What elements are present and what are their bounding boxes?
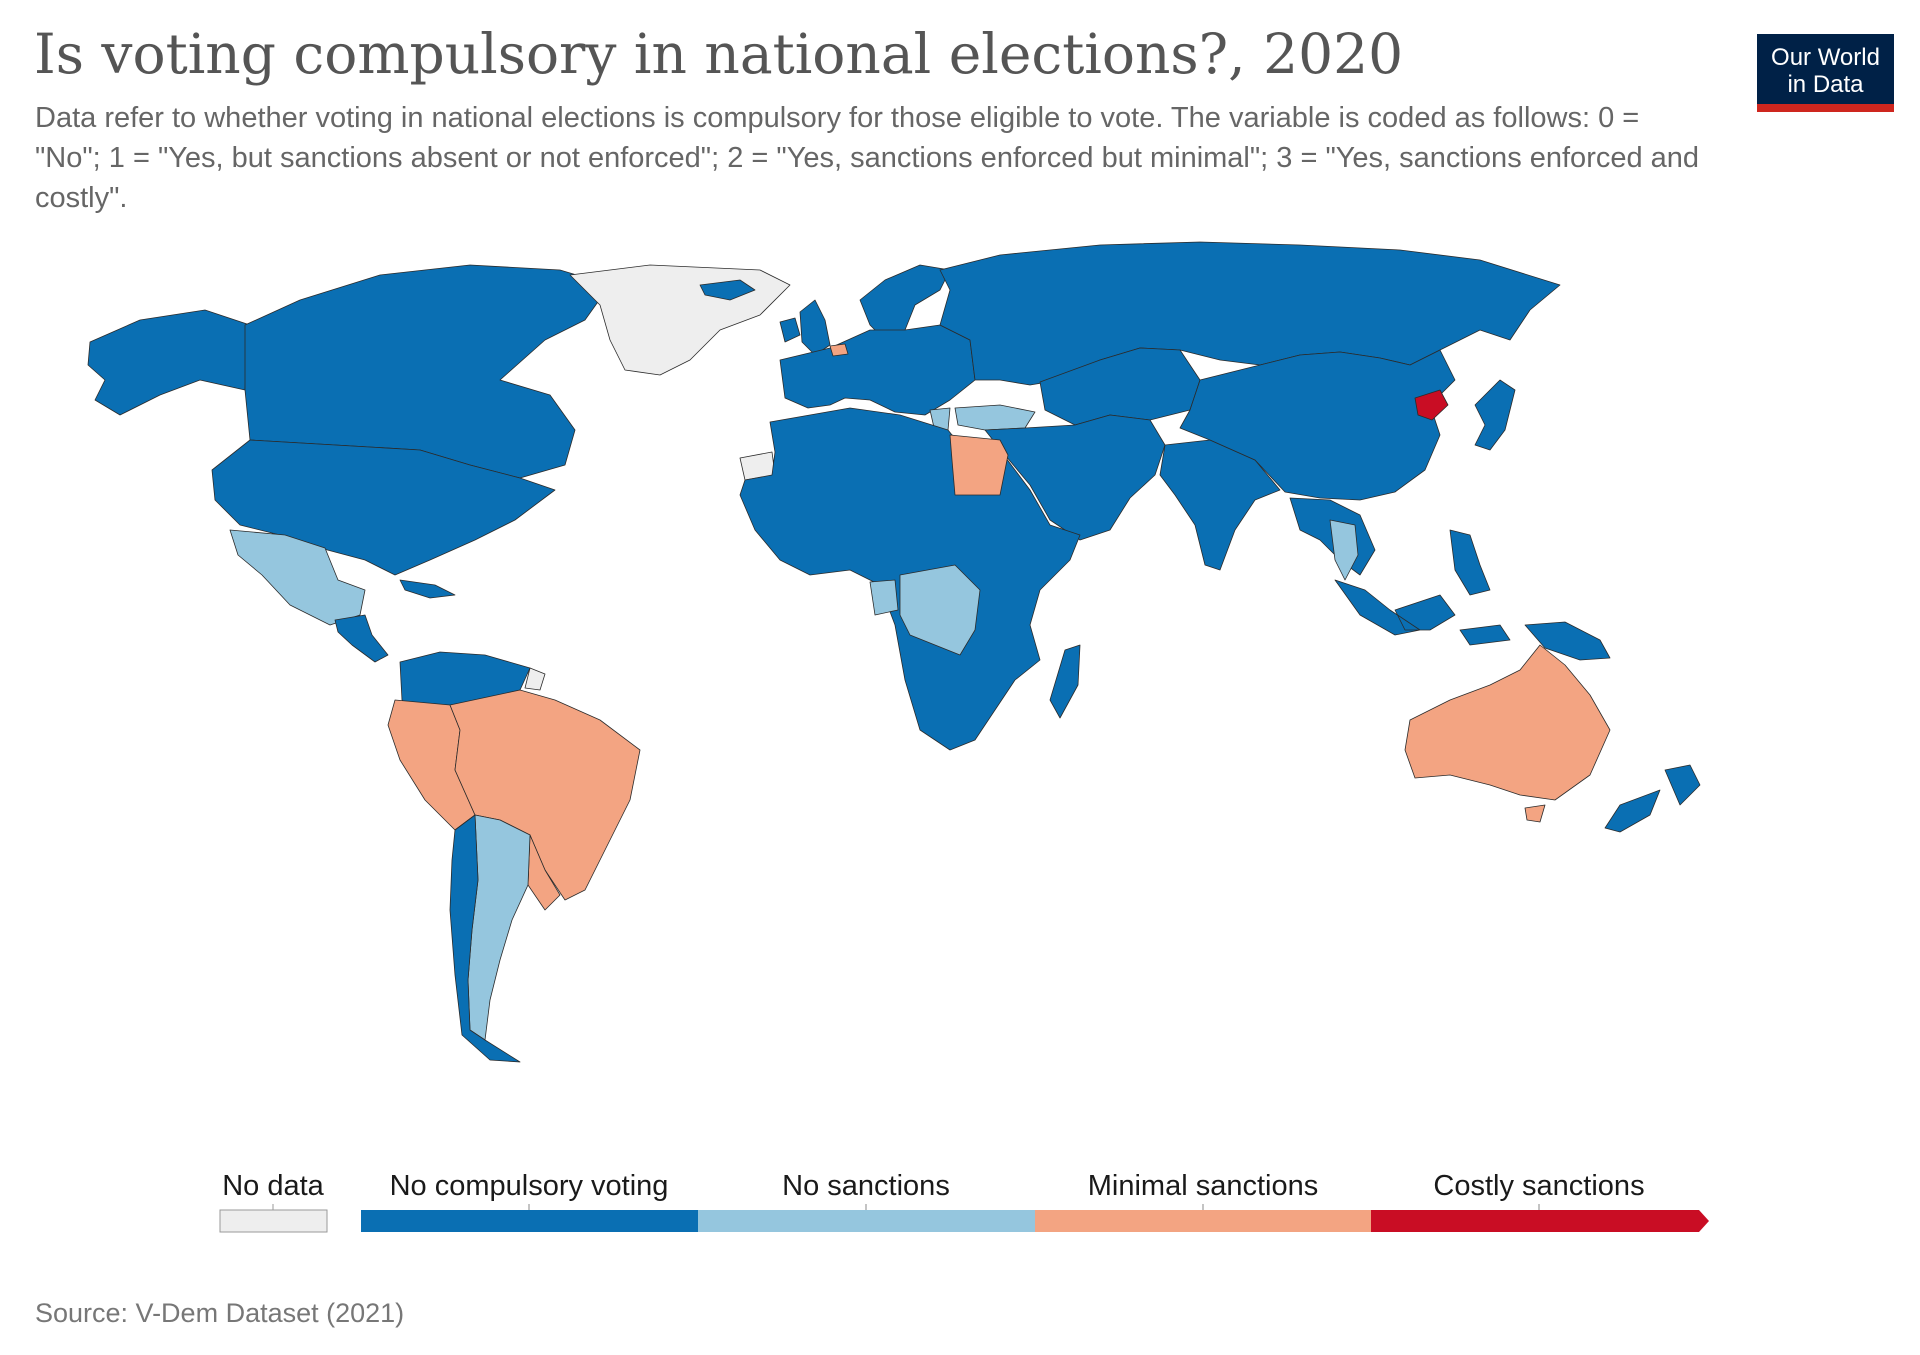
map-region[interactable] [779, 324, 976, 416]
chart-title: Is voting compulsory in national electio… [34, 22, 1404, 86]
map-region[interactable] [229, 529, 366, 626]
source-note: Source: V-Dem Dataset (2021) [35, 1298, 405, 1328]
map-region[interactable] [569, 264, 791, 376]
map-region[interactable] [1049, 644, 1081, 719]
map-region[interactable] [699, 279, 756, 301]
map-region[interactable] [829, 343, 849, 357]
map-region[interactable] [939, 241, 1561, 386]
map-region[interactable] [1524, 621, 1611, 661]
legend-swatch-minimal-sanctions[interactable] [1035, 1210, 1371, 1232]
legend-swatch-no-compulsory[interactable] [361, 1210, 698, 1232]
map-region[interactable] [1404, 644, 1611, 823]
map-region[interactable] [984, 414, 1166, 541]
map-region[interactable] [949, 434, 1009, 496]
map-region[interactable] [869, 579, 899, 616]
map-region[interactable] [779, 317, 801, 343]
map-region[interactable] [899, 564, 981, 656]
map-region[interactable] [334, 614, 389, 663]
map-region[interactable] [954, 404, 1036, 431]
legend-label-no-data: No data [222, 1170, 324, 1202]
legend-label-no-sanctions: No sanctions [782, 1170, 950, 1202]
map-region[interactable] [524, 667, 546, 691]
map-region[interactable] [799, 299, 831, 356]
map-region[interactable] [1449, 529, 1491, 596]
map-region[interactable] [399, 579, 456, 599]
map-region[interactable] [211, 439, 556, 576]
map-region[interactable] [1474, 379, 1516, 451]
map-region[interactable] [467, 814, 531, 1041]
map-region[interactable] [87, 309, 251, 416]
legend [219, 1204, 1709, 1233]
owid-logo[interactable]: Our World in Data [1757, 34, 1894, 112]
map-region[interactable] [1604, 764, 1701, 833]
map-region[interactable] [1334, 579, 1511, 646]
logo-line-1: Our World [1771, 44, 1880, 71]
legend-label-costly-sanctions: Costly sanctions [1433, 1170, 1645, 1202]
world-map [87, 241, 1701, 1063]
map-region[interactable] [449, 814, 521, 1063]
map-region[interactable] [1179, 349, 1456, 501]
map-region[interactable] [449, 689, 641, 901]
legend-label-no-compulsory: No compulsory voting [389, 1170, 669, 1202]
legend-swatch-no-sanctions[interactable] [698, 1210, 1035, 1232]
legend-label-minimal-sanctions: Minimal sanctions [1087, 1170, 1319, 1202]
logo-accent-bar [1757, 104, 1894, 112]
logo-line-2: in Data [1787, 71, 1864, 98]
legend-swatch-no-data[interactable] [219, 1209, 328, 1233]
map-region[interactable] [1329, 519, 1359, 581]
chart-subtitle: Data refer to whether voting in national… [35, 102, 1700, 214]
legend-swatch-costly-sanctions[interactable] [1371, 1210, 1709, 1232]
map-region[interactable] [1414, 389, 1449, 421]
